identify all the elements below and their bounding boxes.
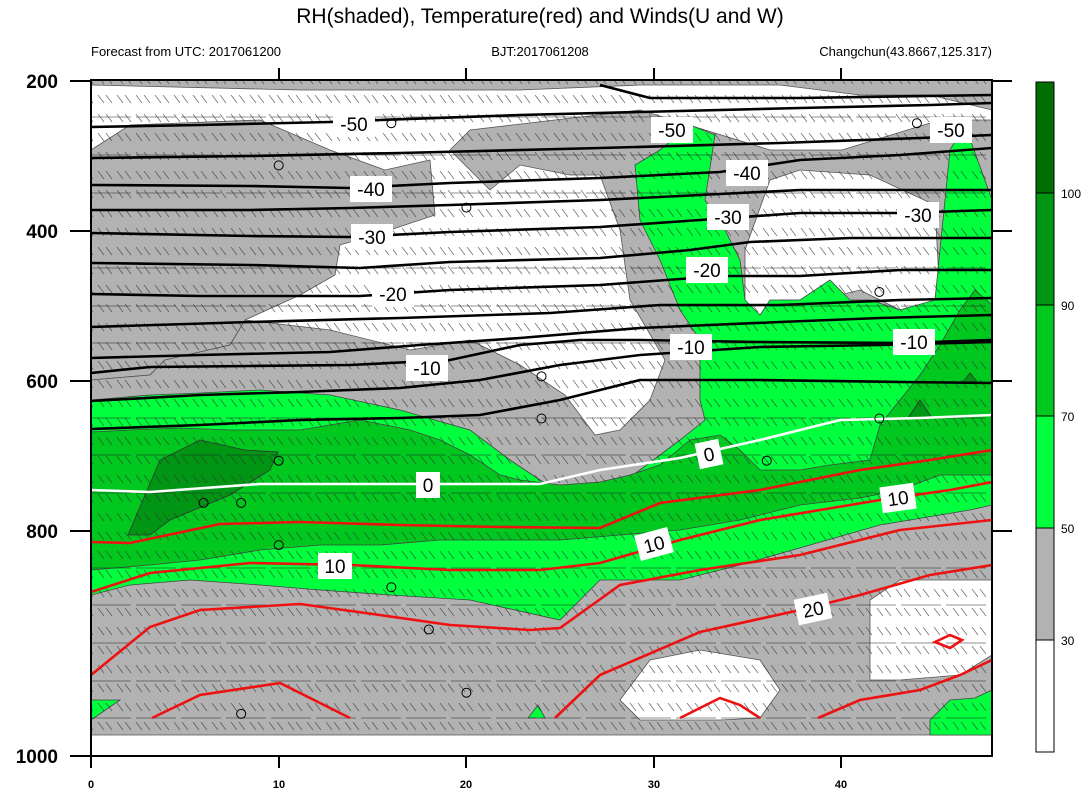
contour-label: -10 xyxy=(677,338,704,359)
isotherm-line xyxy=(91,338,992,375)
subtitle-center: BJT:2017061208 xyxy=(491,44,589,59)
isotherm-line xyxy=(91,340,992,403)
isotherm-line xyxy=(91,188,992,212)
calm-wind-marker xyxy=(273,540,284,551)
contour-label: -40 xyxy=(357,180,384,201)
colorbar-tick-label: 70 xyxy=(1061,410,1075,424)
colorbar-tick-label: 50 xyxy=(1061,522,1075,536)
plot-frame xyxy=(90,79,993,757)
contour-label: -20 xyxy=(379,285,406,306)
calm-wind-marker xyxy=(874,286,885,297)
calm-wind-marker xyxy=(386,582,397,593)
contour-label: -30 xyxy=(904,206,931,227)
contour-label: -20 xyxy=(693,261,720,282)
contour-label: -10 xyxy=(900,333,927,354)
calm-wind-marker xyxy=(236,708,247,719)
y-tick-label: 1000 xyxy=(16,747,58,768)
isotherm-line xyxy=(817,658,992,720)
y-tick-label: 800 xyxy=(26,522,58,543)
calm-wind-marker xyxy=(874,413,885,424)
plot-area: -50 -50 -50 -40 -40 -30 -30 -30 -20 -20 … xyxy=(91,80,992,756)
isotherm-zero xyxy=(91,413,992,494)
chart-title: RH(shaded), Temperature(red) and Winds(U… xyxy=(296,5,783,28)
subtitle-left: Forecast from UTC: 2017061200 xyxy=(91,44,281,59)
isotherm-line xyxy=(599,83,992,100)
contour-label: 10 xyxy=(886,488,910,512)
isotherm-line xyxy=(91,313,992,360)
contour-label: -30 xyxy=(714,208,741,229)
contour-label: -50 xyxy=(658,121,685,142)
calm-wind-marker xyxy=(386,118,397,129)
colorbar: 30 50 70 90 100 xyxy=(1035,81,1081,753)
contour-label: 0 xyxy=(702,444,717,467)
colorbar-swatch xyxy=(1035,304,1055,417)
calm-wind-marker xyxy=(423,624,434,635)
wind-barbs xyxy=(91,80,992,735)
isotherm-line xyxy=(91,146,992,190)
calm-wind-marker xyxy=(273,455,284,466)
calm-wind-marker xyxy=(461,202,472,213)
contour-label: 10 xyxy=(324,557,345,578)
contour-label: -50 xyxy=(340,115,367,136)
colorbar-tick-label: 30 xyxy=(1061,634,1075,648)
y-tick-label: 600 xyxy=(26,372,58,393)
isotherm-line xyxy=(91,518,992,677)
isotherm-line xyxy=(91,236,992,270)
contour-label: 20 xyxy=(801,598,826,623)
calm-wind-marker xyxy=(911,118,922,129)
isotherm-line xyxy=(91,378,992,431)
contour-label: -30 xyxy=(358,228,385,249)
calm-wind-marker xyxy=(273,160,284,171)
x-tick-label: 20 xyxy=(460,779,472,791)
calm-wind-marker xyxy=(536,371,547,382)
contour-label: -10 xyxy=(413,359,440,380)
colorbar-swatch xyxy=(1035,527,1055,641)
contour-labels: -50 -50 -50 -40 -40 -30 -30 -30 -20 -20 … xyxy=(318,111,972,626)
isotherm-line xyxy=(91,296,992,329)
isotherm-line xyxy=(91,208,992,239)
colorbar-tick-label: 100 xyxy=(1061,187,1081,201)
colorbar-swatch xyxy=(1035,415,1055,529)
y-tick-label: 200 xyxy=(26,72,58,93)
subtitle-right: Changchun(43.8667,125.317) xyxy=(819,44,992,59)
colorbar-tick-label: 90 xyxy=(1061,299,1075,313)
isotherm-line xyxy=(91,268,992,298)
colorbar-swatch xyxy=(1035,192,1055,306)
x-tick-label: 10 xyxy=(273,779,285,791)
y-tick-label: 400 xyxy=(26,222,58,243)
colorbar-swatch xyxy=(1035,81,1055,194)
isotherm-line xyxy=(91,101,992,129)
calm-wind-marker xyxy=(461,687,472,698)
isotherm-line xyxy=(91,133,992,160)
x-tick-label: 30 xyxy=(648,779,660,791)
isotherm-line xyxy=(151,681,351,720)
calm-wind-marker xyxy=(236,497,247,508)
isotherm-line xyxy=(679,696,761,720)
calm-wind-marker xyxy=(198,497,209,508)
calm-wind-marker xyxy=(761,455,772,466)
calm-wind-markers xyxy=(198,118,922,719)
calm-wind-marker xyxy=(536,413,547,424)
x-tick-label: 0 xyxy=(88,779,94,791)
isotherm-line xyxy=(931,633,965,650)
x-tick-label: 40 xyxy=(835,779,847,791)
colorbar-swatch xyxy=(1035,639,1055,753)
contour-label: -40 xyxy=(733,164,760,185)
axis-ticks xyxy=(70,68,1012,768)
isotherms-cold xyxy=(91,83,992,431)
contour-label: 0 xyxy=(423,476,434,497)
isotherm-line xyxy=(91,448,992,545)
contour-label: -50 xyxy=(937,121,964,142)
